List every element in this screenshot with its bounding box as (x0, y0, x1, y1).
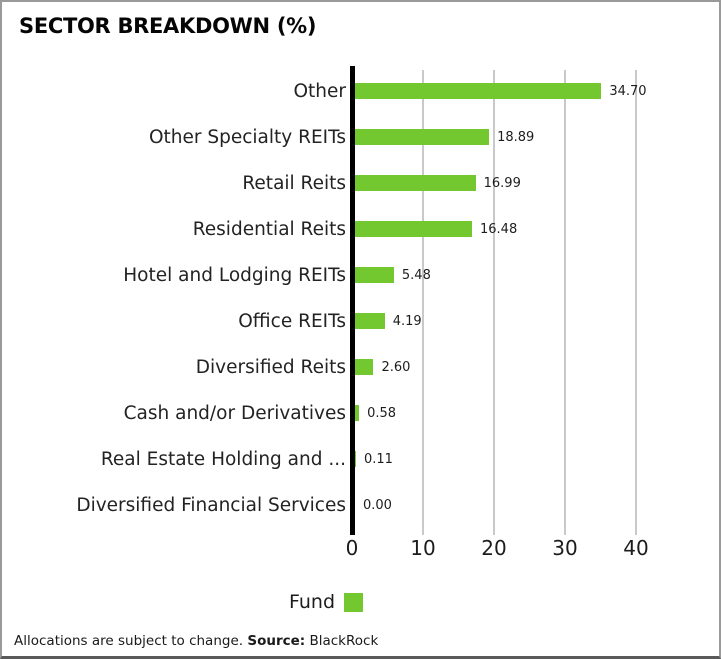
category-label: Real Estate Holding and ... (100, 448, 346, 470)
fund-bar (355, 267, 394, 283)
footnote-text: Allocations are subject to change. (14, 633, 248, 649)
value-label: 2.60 (381, 359, 411, 375)
bar-area: 0.00 (346, 497, 719, 513)
category-label: Hotel and Lodging REITs (123, 264, 346, 286)
value-label: 16.99 (483, 175, 521, 191)
bar-row: Diversified Financial Services 0.00 (2, 482, 719, 528)
legend-label: Fund (289, 591, 336, 613)
fund-bar (355, 83, 602, 99)
fund-bar (355, 129, 490, 145)
bar-row: Hotel and Lodging REITs 5.48 (2, 252, 719, 298)
x-tick-label: 40 (623, 536, 649, 560)
category-label: Diversified Financial Services (76, 494, 346, 516)
value-label: 34.70 (609, 83, 647, 99)
gridline (564, 70, 566, 535)
category-label: Retail Reits (242, 172, 346, 194)
fund-bar (355, 451, 356, 467)
bar-area: 0.11 (346, 451, 719, 467)
bar-row: Real Estate Holding and ... 0.11 (2, 436, 719, 482)
x-tick-label: 30 (552, 536, 578, 560)
bar-area: 4.19 (346, 313, 719, 329)
bar-row: Other Specialty REITs 18.89 (2, 114, 719, 160)
x-tick-label: 10 (410, 536, 436, 560)
value-label: 16.48 (480, 221, 518, 237)
fund-bar (355, 405, 360, 421)
bar-row: Retail Reits 16.99 (2, 160, 719, 206)
category-label: Cash and/or Derivatives (123, 402, 346, 424)
value-label: 5.48 (401, 267, 431, 283)
x-tick-label: 0 (345, 536, 359, 560)
value-label: 0.11 (364, 451, 393, 467)
bar-area: 18.89 (346, 129, 719, 145)
value-label: 0.00 (363, 497, 392, 513)
bar-rows: Other 34.70 Other Specialty REITs 18.89 Reta… (2, 68, 719, 528)
category-label: Residential Reits (192, 218, 346, 240)
footnote-source-label: Source: (247, 633, 306, 649)
category-label: Other Specialty REITs (148, 126, 346, 148)
bar-area: 16.48 (346, 221, 719, 237)
bar-row: Diversified Reits 2.60 (2, 344, 719, 390)
category-label: Office REITs (238, 310, 346, 332)
gridline (635, 70, 637, 535)
bar-area: 2.60 (346, 359, 719, 375)
gridline (422, 70, 424, 535)
bar-row: Cash and/or Derivatives 0.58 (2, 390, 719, 436)
chart-title: SECTOR BREAKDOWN (%) (19, 14, 317, 38)
value-label: 4.19 (392, 313, 422, 329)
bar-area: 0.58 (346, 405, 719, 421)
gridline (493, 70, 495, 535)
bar-chart-plot: Other 34.70 Other Specialty REITs 18.89 Reta… (2, 2, 719, 562)
x-tick-label: 20 (481, 536, 507, 560)
category-label: Diversified Reits (195, 356, 346, 378)
value-label: 18.89 (497, 129, 535, 145)
bar-row: Other 34.70 (2, 68, 719, 114)
category-label: Other (293, 80, 346, 102)
value-label: 0.58 (367, 405, 397, 421)
bar-area: 5.48 (346, 267, 719, 283)
footnote: Allocations are subject to change. Sourc… (14, 633, 378, 649)
fund-bar (355, 221, 472, 237)
bar-row: Residential Reits 16.48 (2, 206, 719, 252)
bar-area: 34.70 (346, 83, 719, 99)
fund-bar (355, 313, 385, 329)
bar-row: Office REITs 4.19 (2, 298, 719, 344)
fund-bar (355, 175, 476, 191)
fund-bar (355, 359, 374, 375)
footnote-source-value: BlackRock (305, 633, 379, 649)
y-axis-line (350, 66, 355, 535)
bar-area: 16.99 (346, 175, 719, 191)
legend: Fund (289, 591, 364, 613)
legend-swatch (344, 592, 364, 612)
